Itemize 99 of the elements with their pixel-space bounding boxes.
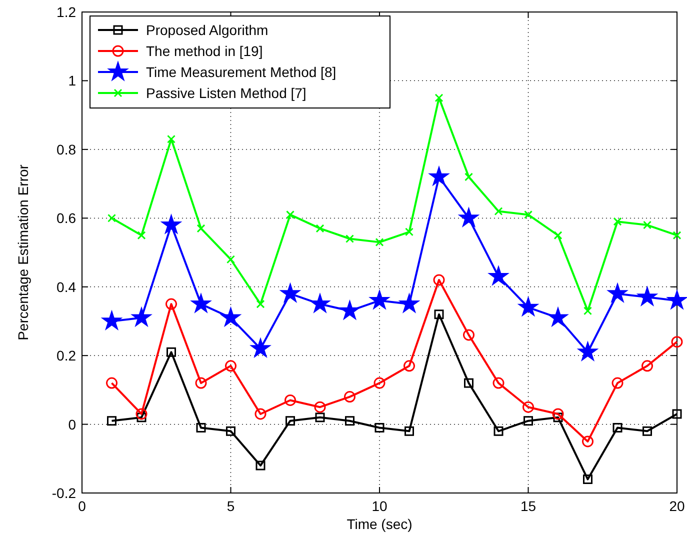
point (554, 231, 562, 240)
x-tick-label: 15 (520, 498, 536, 514)
point (226, 255, 235, 264)
point (375, 238, 384, 246)
point (340, 300, 360, 320)
point (548, 307, 568, 326)
point (166, 298, 177, 310)
point (608, 283, 628, 302)
point (286, 210, 294, 219)
point (226, 426, 236, 436)
point (256, 460, 266, 470)
point (494, 207, 503, 216)
point (671, 336, 683, 348)
y-tick-label: 1 (68, 72, 76, 89)
point (191, 294, 211, 313)
point (314, 401, 326, 413)
point (316, 224, 324, 233)
point (612, 422, 622, 432)
y-tick-label: 0 (68, 416, 76, 432)
point (458, 208, 479, 227)
point (136, 412, 146, 422)
point (102, 310, 122, 330)
point (280, 283, 300, 302)
point (374, 422, 384, 432)
point (552, 408, 564, 420)
point (643, 220, 652, 230)
point (524, 210, 532, 219)
legend-label: The method in [19] (146, 43, 263, 59)
y-tick-label: 0.4 (56, 278, 76, 295)
point (433, 274, 445, 286)
point (107, 416, 116, 426)
legend-label: Proposed Algorithm (146, 22, 268, 38)
point (404, 426, 414, 436)
point (429, 166, 449, 186)
point (286, 416, 295, 426)
point (256, 300, 265, 308)
point (637, 286, 658, 306)
point (642, 360, 653, 372)
y-axis-title: Percentage Estimation Error (15, 164, 31, 340)
point (583, 474, 592, 484)
point (284, 394, 296, 406)
point (434, 94, 444, 102)
point (578, 342, 598, 361)
point (488, 266, 508, 286)
legend-label: Time Measurement Method [8] (146, 64, 336, 80)
point (196, 224, 206, 233)
x-tick-label: 0 (78, 498, 86, 514)
point (518, 297, 538, 316)
point (250, 338, 270, 358)
point (345, 416, 354, 426)
point (553, 412, 563, 422)
point (464, 378, 474, 388)
point (404, 360, 415, 372)
point (132, 307, 152, 326)
point (137, 231, 146, 240)
point (136, 408, 148, 420)
point (196, 422, 206, 432)
point (613, 217, 622, 226)
point (522, 401, 534, 413)
point (399, 294, 420, 313)
point (642, 426, 652, 436)
point (494, 426, 504, 436)
point (166, 347, 176, 357)
point (310, 294, 330, 313)
point (672, 409, 682, 419)
point (346, 234, 354, 244)
point (195, 377, 207, 389)
point (315, 412, 325, 422)
point (667, 290, 687, 310)
point (584, 306, 592, 316)
point (108, 214, 116, 222)
x-tick-label: 5 (226, 498, 235, 514)
y-tick-label: 0.6 (56, 210, 76, 226)
point (106, 377, 118, 389)
point (582, 436, 594, 448)
point (464, 172, 473, 182)
y-tick-label: 0.2 (56, 348, 76, 364)
legend-label: Passive Listen Method [7] (146, 85, 306, 101)
y-tick-label: 1.2 (56, 4, 76, 20)
point (374, 377, 386, 389)
point (524, 416, 533, 426)
point (463, 329, 474, 341)
point (225, 360, 236, 372)
x-tick-label: 10 (372, 498, 388, 514)
y-tick-label: 0.8 (56, 141, 76, 158)
point (492, 377, 504, 389)
point (344, 391, 356, 403)
point (370, 290, 390, 310)
y-tick-label: -0.2 (52, 485, 76, 501)
point (672, 231, 682, 240)
point (434, 310, 444, 320)
point (405, 228, 414, 236)
x-axis-title: Time (sec) (346, 516, 412, 532)
point (254, 408, 266, 420)
point (161, 214, 182, 234)
point (167, 134, 176, 144)
x-tick-label: 20 (669, 498, 685, 514)
point (220, 307, 241, 326)
point (612, 377, 624, 389)
